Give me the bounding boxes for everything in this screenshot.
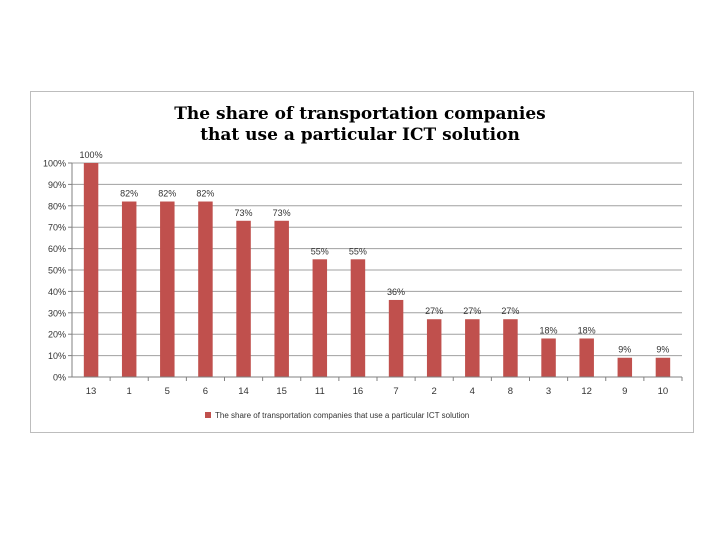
data-label-3: 18% xyxy=(540,325,558,335)
data-label-12: 18% xyxy=(578,325,596,335)
x-tick-label-4: 4 xyxy=(470,386,475,397)
chart-title-line-2: that use a particular ICT solution xyxy=(200,125,520,145)
y-tick-label: 30% xyxy=(48,308,66,318)
x-tick-label-5: 5 xyxy=(165,386,170,397)
bar-6 xyxy=(198,201,213,377)
chart-title: The share of transportation companies th… xyxy=(0,104,720,146)
x-tick-label-7: 7 xyxy=(393,386,398,397)
x-tick-label-6: 6 xyxy=(203,386,208,397)
data-label-6: 82% xyxy=(196,189,214,199)
x-axis: 13 1 5 6 14 15 11 16 7 2 4 8 3 12 9 10 xyxy=(72,376,683,397)
bar-13 xyxy=(83,163,99,377)
data-label-16: 55% xyxy=(349,246,367,256)
x-tick-label-14: 14 xyxy=(238,386,249,397)
data-label-9: 9% xyxy=(618,345,631,355)
bar-15 xyxy=(274,220,289,377)
data-labels: 100% 82% 82% 82% 73% 73% 55% 55% 36% 27% 27% 27% 18%… xyxy=(80,150,670,355)
bar-8 xyxy=(503,319,518,377)
bar-9 xyxy=(617,357,633,377)
y-axis: 0% 10% 20% 30% 40% 50% 60% 70% 80% 90% 100% xyxy=(43,159,73,383)
bar-7 xyxy=(388,299,404,377)
legend-label: The share of transportation companies th… xyxy=(215,411,469,420)
x-tick-label-13: 13 xyxy=(86,386,97,397)
data-label-2: 27% xyxy=(425,306,443,316)
y-tick-label: 0% xyxy=(53,373,66,383)
x-tick-label-2: 2 xyxy=(432,386,437,397)
x-tick-label-12: 12 xyxy=(581,386,592,397)
y-tick-label: 40% xyxy=(48,287,66,297)
chart-title-line-1: The share of transportation companies xyxy=(174,104,546,124)
data-label-11: 55% xyxy=(311,246,329,256)
bar-5 xyxy=(160,201,175,377)
data-label-14: 73% xyxy=(235,208,253,218)
x-tick-label-16: 16 xyxy=(353,386,364,397)
bar-11 xyxy=(312,259,328,377)
data-label-1: 82% xyxy=(120,189,138,199)
y-tick-label: 20% xyxy=(48,330,66,340)
data-label-8: 27% xyxy=(501,306,519,316)
bar-2 xyxy=(426,319,442,377)
data-label-15: 73% xyxy=(273,208,291,218)
y-tick-label: 80% xyxy=(48,201,66,211)
data-label-7: 36% xyxy=(387,287,405,297)
bar-12 xyxy=(579,338,594,377)
y-tick-label: 10% xyxy=(48,351,66,361)
bar-14 xyxy=(236,220,251,377)
bar-4 xyxy=(465,319,480,377)
legend-swatch xyxy=(205,412,211,418)
x-tick-label-10: 10 xyxy=(658,386,669,397)
y-tick-label: 70% xyxy=(48,223,66,233)
data-label-5: 82% xyxy=(158,189,176,199)
bar-16 xyxy=(350,259,366,377)
data-label-13: 100% xyxy=(80,150,103,160)
data-label-4: 27% xyxy=(463,306,481,316)
x-tick-label-15: 15 xyxy=(276,386,287,397)
bar-10 xyxy=(655,357,671,377)
data-label-10: 9% xyxy=(656,345,669,355)
legend: The share of transportation companies th… xyxy=(205,411,469,420)
x-tick-label-9: 9 xyxy=(622,386,627,397)
y-tick-label: 90% xyxy=(48,180,66,190)
y-tick-label: 60% xyxy=(48,244,66,254)
y-tick-label: 100% xyxy=(43,159,66,169)
x-tick-label-3: 3 xyxy=(546,386,551,397)
x-tick-label-8: 8 xyxy=(508,386,513,397)
x-tick-label-11: 11 xyxy=(315,386,325,397)
y-tick-label: 50% xyxy=(48,266,66,276)
bar-1 xyxy=(121,201,137,377)
bars xyxy=(83,163,671,377)
bar-3 xyxy=(541,338,556,377)
x-tick-label-1: 1 xyxy=(127,386,132,397)
